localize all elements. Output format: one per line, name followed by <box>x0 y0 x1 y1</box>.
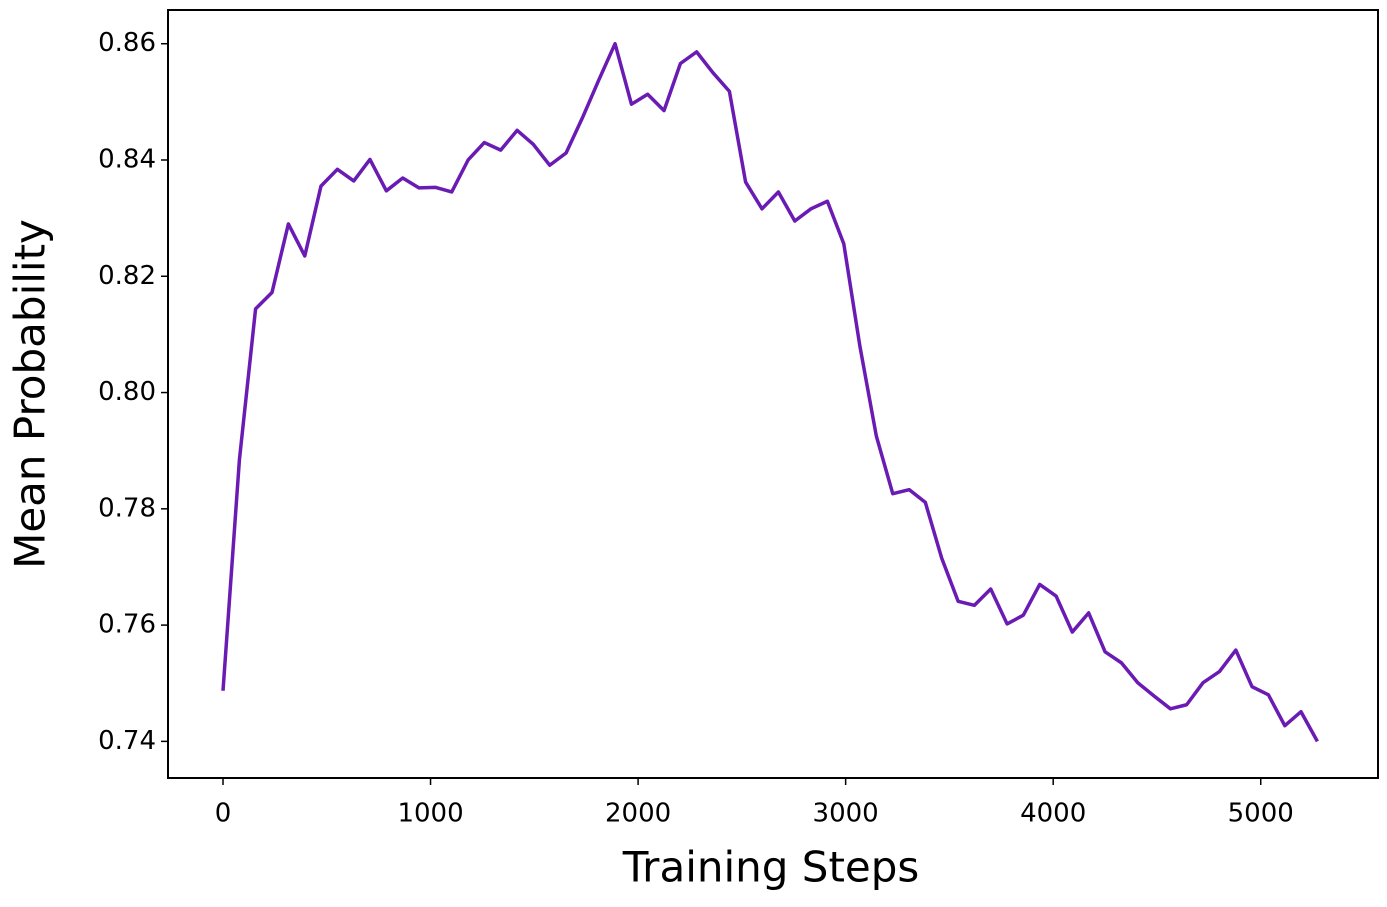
y-tick-label: 0.78 <box>98 493 156 523</box>
y-tick-label: 0.76 <box>98 610 156 640</box>
line-series <box>221 41 1319 743</box>
x-tick-label: 3000 <box>813 799 879 829</box>
x-axis-label: Training Steps <box>622 843 920 892</box>
x-tick-label: 4000 <box>1020 799 1086 829</box>
y-tick-label: 0.82 <box>98 261 156 291</box>
y-tick-label: 0.86 <box>98 28 156 58</box>
y-axis-label: Mean Probability <box>6 219 55 569</box>
x-tick-label: 5000 <box>1228 799 1294 829</box>
x-tick-label: 2000 <box>605 799 671 829</box>
y-tick-label: 0.74 <box>98 726 156 756</box>
x-tick-label: 0 <box>215 799 232 829</box>
y-tick-label: 0.80 <box>98 377 156 407</box>
plot-frame <box>167 9 1379 779</box>
y-tick-label: 0.84 <box>98 144 156 174</box>
x-tick-label: 1000 <box>397 799 463 829</box>
